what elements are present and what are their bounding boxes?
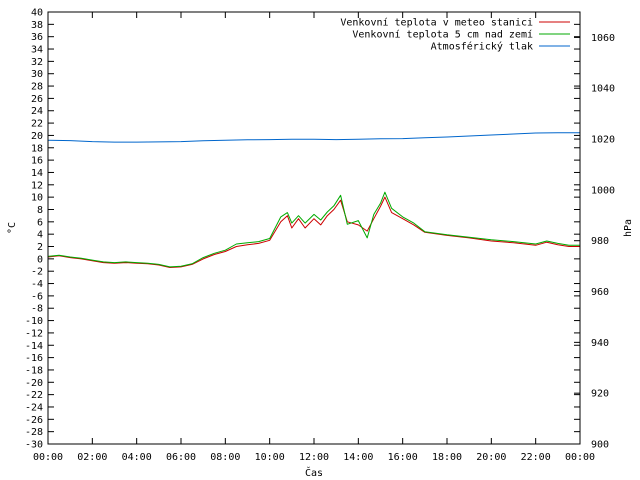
legend-label: Venkovní teplota 5 cm nad zemí — [352, 29, 533, 41]
y2-tick-label: 900 — [591, 440, 609, 451]
series-line-2 — [47, 132, 580, 143]
y-tick-label: 34 — [31, 45, 43, 56]
y-tick-label: 12 — [31, 180, 43, 191]
y-tick-label: -12 — [25, 328, 43, 339]
y-tick-label: 22 — [31, 119, 43, 130]
y-tick-label: 40 — [31, 8, 43, 19]
y-tick-label: 18 — [31, 143, 43, 154]
x-tick-label: 10:00 — [255, 452, 285, 463]
y-axis-label: °C — [7, 222, 18, 234]
y-tick-label: 2 — [37, 242, 43, 253]
y-tick-label: -22 — [25, 390, 43, 401]
y-tick-label: -16 — [25, 353, 43, 364]
y-tick-label: -28 — [25, 427, 43, 438]
x-tick-label: 04:00 — [122, 452, 152, 463]
y-axis-ticks: 4038363432302826242220181614121086420-2-… — [25, 8, 580, 451]
series-layer — [47, 132, 580, 268]
y-tick-label: -26 — [25, 415, 43, 426]
y-tick-label: 20 — [31, 131, 43, 142]
y2-tick-label: 940 — [591, 338, 609, 349]
y2-tick-label: 1060 — [591, 33, 615, 44]
y2-tick-label: 1040 — [591, 84, 615, 95]
x-tick-label: 14:00 — [343, 452, 373, 463]
x-tick-label: 12:00 — [299, 452, 329, 463]
x-tick-label: 22:00 — [521, 452, 551, 463]
y-tick-label: 38 — [31, 20, 43, 31]
y2-tick-label: 1020 — [591, 135, 615, 146]
y-tick-label: 24 — [31, 106, 43, 117]
y-tick-label: 14 — [31, 168, 43, 179]
x-axis-label: Čas — [305, 466, 323, 479]
y-tick-label: -8 — [31, 304, 43, 315]
y-tick-label: -4 — [31, 279, 43, 290]
legend-label: Atmosférický tlak — [431, 41, 533, 53]
y-tick-label: 28 — [31, 82, 43, 93]
x-tick-label: 16:00 — [388, 452, 418, 463]
y2-tick-label: 960 — [591, 287, 609, 298]
y-tick-label: -24 — [25, 402, 43, 413]
series-line-1 — [47, 191, 580, 268]
x-tick-label: 20:00 — [476, 452, 506, 463]
plot-frame — [47, 11, 581, 445]
y-tick-label: 10 — [31, 193, 43, 204]
legend-label: Venkovní teplota v meteo stanici — [340, 17, 533, 29]
x-axis-ticks: 00:00 02:00 04:00 06:00 08:00 10:00 12:00 14:00… — [33, 12, 595, 463]
x-tick-label: 08:00 — [210, 452, 240, 463]
x-tick-label: 00:00 — [565, 452, 595, 463]
y-tick-label: 36 — [31, 32, 43, 43]
y-tick-label: -2 — [31, 267, 43, 278]
y-tick-label: 26 — [31, 94, 43, 105]
y-tick-label: 6 — [37, 217, 43, 228]
y-tick-label: 16 — [31, 156, 43, 167]
y-tick-label: 30 — [31, 69, 43, 80]
y-tick-label: 0 — [37, 254, 43, 265]
y-tick-label: 8 — [37, 205, 43, 216]
legend: Venkovní teplota v meteo staniciVenkovní… — [340, 17, 570, 53]
x-tick-label: 06:00 — [166, 452, 196, 463]
y2-axis-label: hPa — [623, 219, 634, 237]
y-tick-label: -6 — [31, 291, 43, 302]
y2-tick-label: 920 — [591, 389, 609, 400]
y-tick-label: -30 — [25, 440, 43, 451]
y-tick-label: -14 — [25, 341, 43, 352]
x-tick-label: 00:00 — [33, 452, 63, 463]
y2-tick-label: 980 — [591, 236, 609, 247]
y-tick-label: -10 — [25, 316, 43, 327]
y2-tick-label: 1000 — [591, 185, 615, 196]
y-tick-label: -20 — [25, 378, 43, 389]
x-tick-label: 18:00 — [432, 452, 462, 463]
series-line-0 — [47, 196, 580, 268]
x-tick-label: 02:00 — [77, 452, 107, 463]
y-tick-label: -18 — [25, 365, 43, 376]
y-tick-label: 4 — [37, 230, 43, 241]
y-tick-label: 32 — [31, 57, 43, 68]
